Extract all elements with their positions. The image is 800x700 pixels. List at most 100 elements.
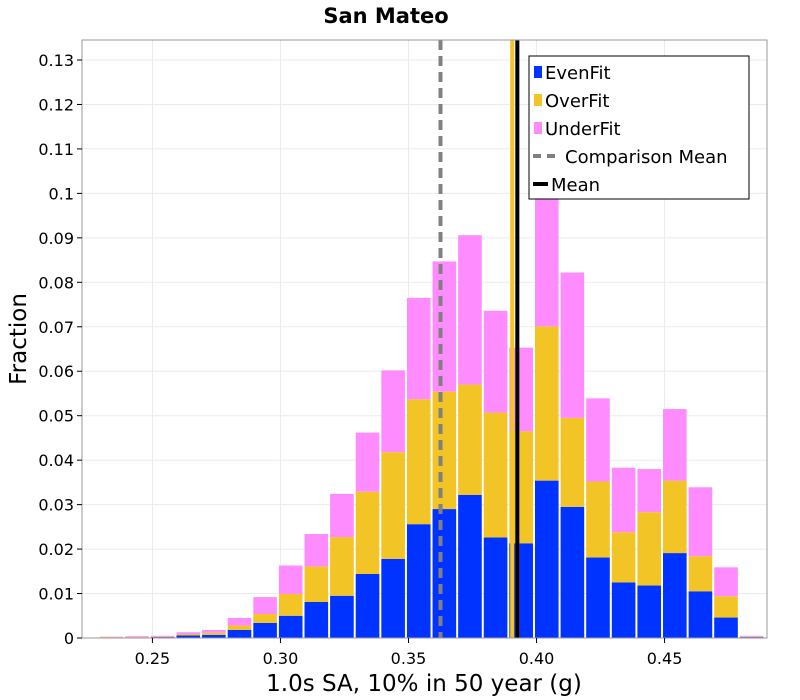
legend-evenfit-label: EvenFit bbox=[545, 63, 611, 84]
y-tick-label: 0.06 bbox=[38, 362, 74, 381]
bar-underfit bbox=[509, 347, 533, 432]
y-axis-ticks: 0 0.01 0.02 0.03 0.04 0.05 0.06 0.07 0.08 0.09 0.1… bbox=[38, 51, 82, 648]
x-tick-label: 0.40 bbox=[519, 649, 555, 668]
bar-overfit bbox=[534, 326, 559, 481]
bar-overfit bbox=[330, 537, 354, 596]
bar-overfit bbox=[714, 596, 738, 618]
bar-underfit bbox=[432, 261, 457, 392]
bar-overfit bbox=[304, 566, 329, 602]
vertical-lines bbox=[438, 40, 520, 638]
bar-overfit bbox=[406, 399, 431, 525]
y-tick-label: 0.03 bbox=[38, 496, 74, 515]
bar-underfit bbox=[611, 467, 636, 533]
x-tick-label: 0.45 bbox=[647, 649, 683, 668]
bar-overfit bbox=[663, 480, 687, 554]
bar-underfit bbox=[278, 565, 303, 594]
bar-evenfit bbox=[714, 617, 738, 638]
bar-evenfit bbox=[509, 543, 533, 638]
legend-evenfit-swatch bbox=[534, 66, 542, 78]
bar-overfit bbox=[637, 512, 662, 586]
bars bbox=[99, 185, 764, 638]
bar-evenfit bbox=[688, 591, 713, 638]
bar-underfit bbox=[227, 617, 252, 626]
bar-evenfit bbox=[637, 585, 662, 638]
bar-underfit bbox=[202, 629, 226, 633]
bar-underfit bbox=[483, 310, 508, 413]
x-axis-ticks: 0.25 0.30 0.35 0.40 0.45 bbox=[135, 638, 683, 668]
y-tick-label: 0.01 bbox=[38, 585, 74, 604]
y-axis-label: Fraction bbox=[6, 293, 32, 385]
y-tick-label: 0.07 bbox=[38, 318, 74, 337]
legend-underfit-swatch bbox=[534, 122, 542, 134]
bar-overfit bbox=[278, 593, 303, 616]
y-tick-label: 0.08 bbox=[38, 273, 74, 292]
bar-overfit bbox=[355, 491, 380, 574]
bar-evenfit bbox=[560, 506, 585, 638]
bar-underfit bbox=[458, 235, 482, 385]
bar-overfit bbox=[611, 532, 636, 583]
x-tick-label: 0.25 bbox=[135, 649, 171, 668]
bar-underfit bbox=[253, 597, 277, 614]
bar-overfit bbox=[688, 556, 713, 592]
bar-underfit bbox=[534, 185, 559, 327]
legend-comparison-mean-label: Comparison Mean bbox=[565, 147, 728, 168]
bar-underfit bbox=[355, 432, 380, 492]
bar-overfit bbox=[432, 391, 457, 510]
bar-evenfit bbox=[227, 629, 252, 638]
y-tick-label: 0.1 bbox=[49, 184, 74, 203]
y-tick-label: 0.09 bbox=[38, 229, 74, 248]
bar-evenfit bbox=[202, 634, 226, 638]
bar-overfit bbox=[586, 481, 610, 558]
chart-title: San Mateo bbox=[323, 4, 448, 28]
y-tick-label: 0.12 bbox=[38, 95, 74, 114]
bar-evenfit bbox=[458, 494, 482, 638]
legend-underfit-label: UnderFit bbox=[545, 119, 621, 140]
bar-underfit bbox=[560, 272, 585, 418]
x-axis-label: 1.0s SA, 10% in 50 year (g) bbox=[266, 671, 582, 697]
x-tick-label: 0.35 bbox=[391, 649, 427, 668]
bar-overfit bbox=[509, 431, 533, 544]
bar-evenfit bbox=[355, 573, 380, 638]
bar-evenfit bbox=[534, 480, 559, 638]
bar-evenfit bbox=[176, 635, 201, 638]
y-tick-label: 0.02 bbox=[38, 540, 74, 559]
bar-evenfit bbox=[406, 524, 431, 638]
bar-evenfit bbox=[381, 558, 405, 638]
bar-underfit bbox=[663, 409, 687, 481]
x-tick-label: 0.30 bbox=[263, 649, 299, 668]
y-tick-label: 0.13 bbox=[38, 51, 74, 70]
plot-frame bbox=[81, 39, 768, 639]
bar-underfit bbox=[714, 567, 738, 597]
bar-overfit bbox=[176, 633, 201, 636]
bar-evenfit bbox=[278, 615, 303, 638]
bar-underfit bbox=[586, 398, 610, 482]
bar-overfit bbox=[483, 412, 508, 538]
bar-evenfit bbox=[586, 557, 610, 638]
bar-evenfit bbox=[253, 622, 277, 638]
legend-overfit-swatch bbox=[534, 94, 542, 106]
bar-underfit bbox=[304, 533, 329, 567]
bar-underfit bbox=[330, 493, 354, 538]
bar-underfit bbox=[176, 632, 201, 634]
bar-overfit bbox=[227, 625, 252, 630]
y-tick-label: 0.05 bbox=[38, 407, 74, 426]
bar-underfit bbox=[637, 469, 662, 513]
bar-overfit bbox=[560, 417, 585, 507]
bar-overfit bbox=[202, 632, 226, 635]
legend: EvenFit OverFit UnderFit Comparison Mean Mea… bbox=[528, 55, 750, 200]
legend-overfit-label: OverFit bbox=[545, 91, 609, 112]
legend-mean-label: Mean bbox=[551, 175, 600, 196]
bar-underfit bbox=[125, 636, 149, 638]
y-tick-label: 0.11 bbox=[38, 140, 74, 159]
bar-underfit bbox=[150, 635, 175, 637]
bar-evenfit bbox=[330, 595, 354, 638]
bar-underfit bbox=[688, 487, 713, 557]
y-tick-label: 0.04 bbox=[38, 451, 74, 470]
bar-evenfit bbox=[663, 553, 687, 638]
bar-evenfit bbox=[483, 537, 508, 638]
bar-underfit bbox=[381, 370, 405, 453]
y-tick-label: 0 bbox=[64, 629, 74, 648]
bar-underfit bbox=[739, 635, 764, 637]
bar-overfit bbox=[381, 452, 405, 559]
